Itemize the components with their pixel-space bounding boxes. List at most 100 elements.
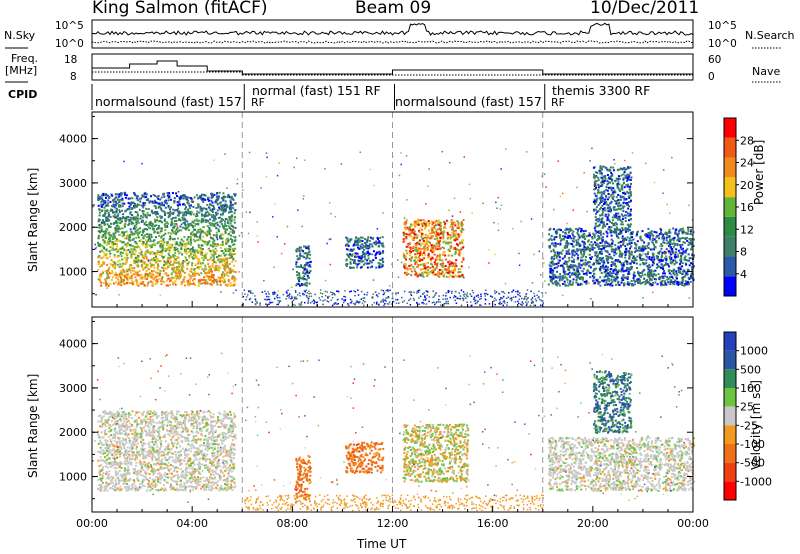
power-data-cell <box>665 262 667 264</box>
power-data-cell <box>109 252 112 255</box>
power-data-cell <box>458 250 461 253</box>
power-data-cell <box>369 236 372 239</box>
power-data-cell <box>612 248 615 251</box>
power-data-cell <box>152 277 155 280</box>
power-data-cell <box>675 270 678 273</box>
power-data-cell <box>670 238 673 241</box>
power-data-cell <box>230 210 233 213</box>
power-data-cell <box>453 222 456 225</box>
power-data-cell <box>98 280 101 283</box>
power-data-cell <box>189 207 192 210</box>
power-data-cell <box>221 244 224 247</box>
power-data-cell <box>159 272 161 275</box>
power-data-cell <box>156 253 159 256</box>
power-data-cell <box>594 241 596 244</box>
power-data-cell <box>156 216 159 219</box>
power-data-cell <box>443 251 446 254</box>
power-data-cell <box>176 227 179 230</box>
power-data-cell <box>622 210 625 212</box>
power-data-cell <box>577 272 580 274</box>
power-data-cell <box>555 266 558 269</box>
power-data-cell <box>97 256 100 258</box>
power-data-cell <box>130 255 133 258</box>
power-data-cell <box>431 230 434 233</box>
power-data-cell <box>202 197 204 200</box>
power-data-cell <box>685 272 688 275</box>
power-data-cell <box>595 242 598 245</box>
power-data-cell <box>462 275 465 278</box>
power-data-cell <box>372 259 375 262</box>
power-data-cell <box>627 227 630 230</box>
power-data-cell <box>186 220 189 223</box>
power-data-cell <box>141 277 144 280</box>
power-data-cell <box>416 266 418 269</box>
power-data-cell <box>572 258 575 261</box>
power-data-cell <box>378 242 381 245</box>
power-data-cell <box>192 268 195 271</box>
power-data-cell <box>168 194 171 197</box>
power-data-cell <box>183 236 186 238</box>
power-data-cell <box>681 270 684 273</box>
power-data-cell <box>412 232 415 235</box>
power-data-cell <box>224 203 227 206</box>
power-data-cell <box>462 257 465 260</box>
power-data-cell <box>210 195 213 198</box>
power-data-cell <box>219 276 222 279</box>
power-data-cell <box>619 270 622 273</box>
power-data-cell <box>234 253 237 255</box>
power-data-cell <box>440 269 443 272</box>
power-data-cell <box>435 267 438 269</box>
power-data-cell <box>296 283 299 285</box>
power-data-cell <box>118 259 121 262</box>
power-data-cell <box>223 273 226 275</box>
power-data-cell <box>598 247 601 250</box>
power-data-cell <box>189 270 192 273</box>
power-data-cell <box>617 178 620 180</box>
power-data-cell <box>101 194 103 197</box>
power-data-cell <box>668 255 671 258</box>
power-data-cell <box>159 244 162 247</box>
power-data-cell <box>378 265 381 268</box>
power-data-cell <box>184 256 187 259</box>
power-data-cell <box>150 264 153 266</box>
power-data-cell <box>403 265 406 268</box>
power-data-cell <box>172 256 175 259</box>
power-data-cell <box>624 256 627 259</box>
power-data-cell <box>381 251 384 254</box>
power-data-cell <box>117 249 120 252</box>
power-data-cell <box>179 219 182 222</box>
power-data-cell <box>226 264 229 267</box>
power-data-cell <box>136 272 139 275</box>
power-data-cell <box>190 200 193 203</box>
power-data-cell <box>594 229 597 232</box>
power-data-cell <box>227 219 230 222</box>
power-data-cell <box>208 231 211 234</box>
power-data-cell <box>690 277 693 280</box>
power-data-cell <box>679 266 682 269</box>
power-data-cell <box>583 248 586 251</box>
power-data-cell <box>165 221 168 224</box>
power-data-cell <box>106 216 109 219</box>
power-data-cell <box>106 264 108 266</box>
power-data-cell <box>199 208 202 211</box>
power-data-cell <box>665 255 668 258</box>
power-data-cell <box>612 261 615 264</box>
power-data-cell <box>136 271 139 274</box>
power-data-cell <box>194 233 197 236</box>
power-data-cell <box>305 272 308 275</box>
power-data-cell <box>595 232 598 235</box>
power-data-cell <box>104 234 107 237</box>
power-data-cell <box>123 275 126 278</box>
power-data-cell <box>212 207 215 210</box>
power-data-cell <box>567 249 570 252</box>
power-data-cell <box>122 241 125 244</box>
power-data-cell <box>382 260 385 263</box>
power-data-cell <box>153 230 156 233</box>
power-data-cell <box>198 211 201 214</box>
power-data-cell <box>107 226 110 229</box>
power-data-cell <box>609 177 612 180</box>
power-data-cell <box>129 244 132 246</box>
power-data-cell <box>117 225 120 228</box>
power-data-cell <box>595 260 598 262</box>
power-data-cell <box>217 276 220 279</box>
